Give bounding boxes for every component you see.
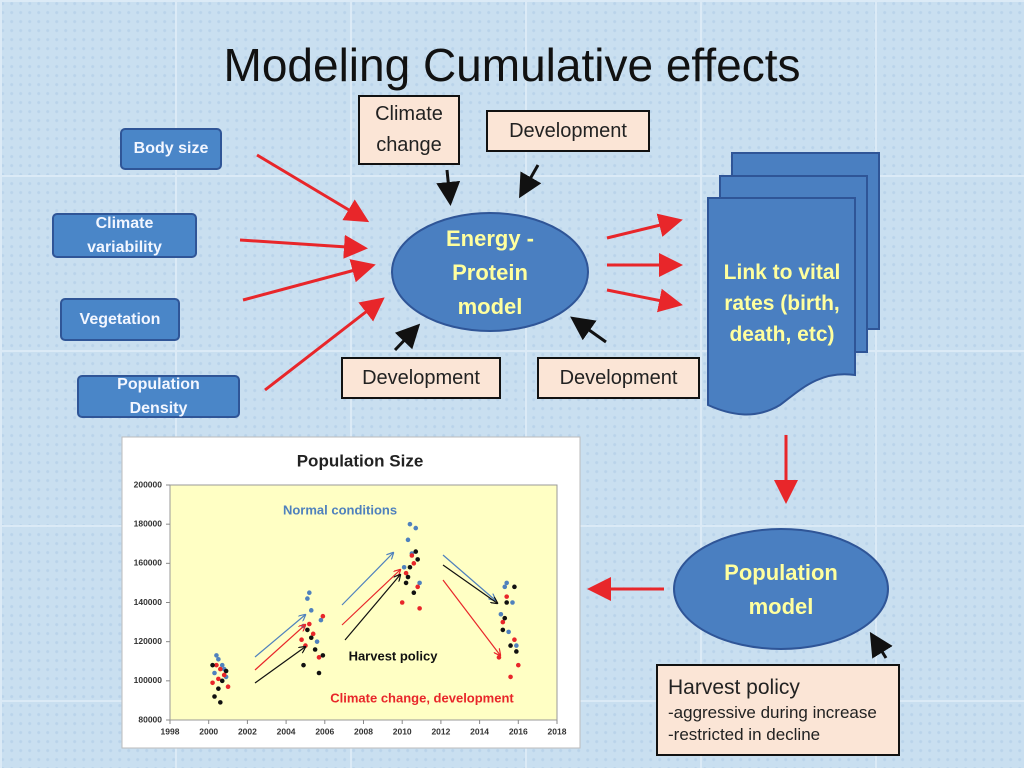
harvest-line: -aggressive during increase: [668, 703, 877, 722]
energy-model-label: Energy - Protein model: [445, 226, 535, 319]
driver-box: Development: [341, 357, 501, 399]
harvest-title: Harvest policy: [668, 676, 800, 699]
harvest-line: -restricted in decline: [668, 725, 821, 744]
population-model-label: Population model: [724, 560, 838, 619]
input-box: Vegetation: [60, 298, 180, 341]
input-box: Body size: [120, 128, 222, 170]
energy-ellipse: [391, 212, 589, 332]
harvest-box: Harvest policy -aggressive during increa…: [656, 664, 900, 756]
driver-box: Development: [537, 357, 700, 399]
document-stack: [707, 152, 880, 416]
vital-rates-label: Link to vital rates (birth, death, etc): [723, 260, 841, 346]
input-box: Climate variability: [52, 213, 197, 258]
input-box: Population Density: [77, 375, 240, 418]
driver-box: Climate change: [358, 95, 460, 165]
slide-title: Modeling Cumulative effects: [223, 39, 801, 91]
red-arrows: [239, 153, 798, 601]
driver-box: Development: [486, 110, 650, 152]
black-arrows: [393, 164, 893, 659]
population-ellipse: [673, 528, 889, 650]
